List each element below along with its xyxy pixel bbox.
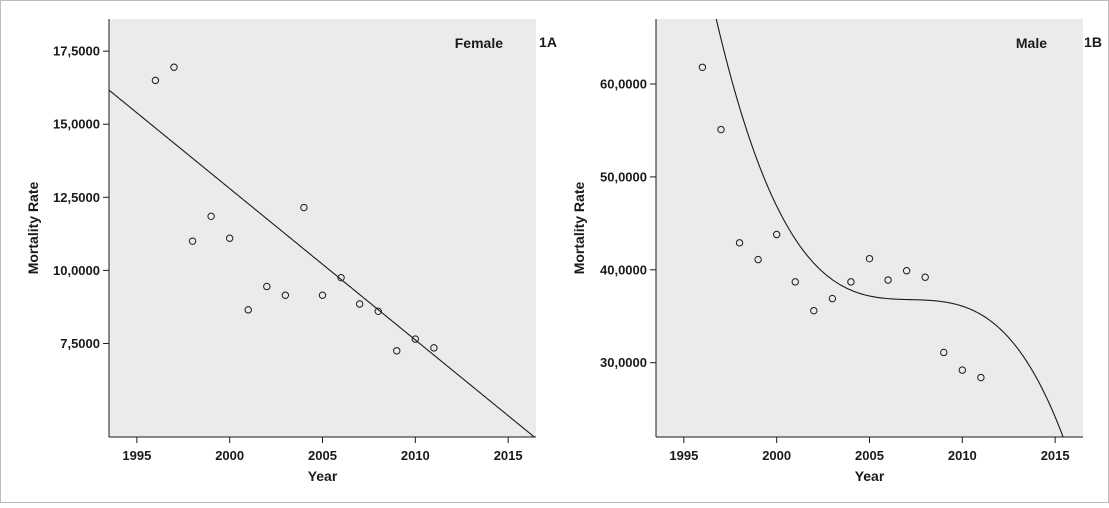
y-tick-label: 12,5000 bbox=[53, 190, 100, 205]
data-point bbox=[207, 212, 215, 221]
x-tick-label: 2005 bbox=[855, 448, 884, 463]
data-point bbox=[847, 278, 855, 286]
data-point bbox=[921, 273, 929, 281]
x-tick-label: 2010 bbox=[401, 448, 430, 463]
data-point bbox=[263, 282, 271, 291]
data-point bbox=[281, 291, 290, 299]
data-point bbox=[940, 348, 948, 357]
data-point bbox=[902, 267, 911, 275]
x-tick-label: 2005 bbox=[308, 448, 337, 463]
data-point bbox=[772, 230, 781, 239]
data-point bbox=[865, 254, 874, 263]
data-point bbox=[337, 273, 345, 282]
panel-title: Male bbox=[1016, 35, 1047, 51]
chart-panel-1a: 1995 2000 2005 2010 2015 7,5000 10,0000 12,5000… bbox=[25, 19, 557, 484]
y-tick-label: 30,0000 bbox=[600, 355, 647, 370]
data-point bbox=[170, 63, 178, 71]
data-point bbox=[754, 255, 762, 264]
y-axis-title: Mortality Rate bbox=[25, 182, 41, 275]
data-point bbox=[393, 347, 401, 355]
y-axis-title: Mortality Rate bbox=[571, 182, 587, 275]
data-point bbox=[244, 306, 252, 314]
chart-panel-1b: 1995 2000 2005 2010 2015 30,0000 40,0000 50,000… bbox=[571, 19, 1102, 484]
data-point bbox=[300, 203, 308, 212]
x-axis-title: Year bbox=[308, 468, 338, 484]
data-point bbox=[717, 125, 725, 134]
x-tick-label: 1995 bbox=[122, 448, 151, 463]
panel-tag: 1A bbox=[539, 34, 557, 50]
data-point bbox=[884, 276, 892, 284]
x-axis-title: Year bbox=[855, 468, 885, 484]
fit-line bbox=[715, 19, 1064, 437]
fit-line bbox=[109, 89, 536, 437]
data-point bbox=[698, 63, 707, 72]
y-tick-label: 15,0000 bbox=[53, 117, 100, 132]
data-point bbox=[430, 344, 438, 352]
y-tick-label: 60,0000 bbox=[600, 77, 647, 92]
y-tick-label: 40,0000 bbox=[600, 262, 647, 277]
panel-title: Female bbox=[455, 35, 503, 51]
plot-area bbox=[656, 19, 1083, 437]
data-point bbox=[977, 373, 985, 382]
plot-area bbox=[109, 19, 536, 437]
data-point bbox=[374, 307, 382, 316]
y-tick-label: 10,0000 bbox=[53, 263, 100, 278]
data-point bbox=[958, 366, 967, 374]
y-tick-label: 50,0000 bbox=[600, 169, 647, 184]
x-tick-label: 2000 bbox=[215, 448, 244, 463]
data-point bbox=[411, 335, 420, 343]
data-point bbox=[188, 237, 197, 245]
x-tick-label: 2015 bbox=[1041, 448, 1070, 463]
data-point bbox=[355, 300, 364, 308]
data-point bbox=[791, 278, 799, 286]
panel-tag: 1B bbox=[1084, 34, 1102, 50]
data-point bbox=[810, 306, 818, 315]
data-point bbox=[225, 234, 234, 242]
x-tick-label: 2010 bbox=[948, 448, 977, 463]
data-point bbox=[828, 294, 837, 303]
data-point bbox=[151, 76, 160, 85]
data-point bbox=[318, 291, 327, 299]
data-point bbox=[735, 239, 744, 247]
y-tick-label: 17,5000 bbox=[53, 44, 100, 59]
x-tick-label: 1995 bbox=[669, 448, 698, 463]
x-tick-label: 2000 bbox=[762, 448, 791, 463]
x-tick-label: 2015 bbox=[494, 448, 523, 463]
y-tick-label: 7,5000 bbox=[60, 336, 100, 351]
